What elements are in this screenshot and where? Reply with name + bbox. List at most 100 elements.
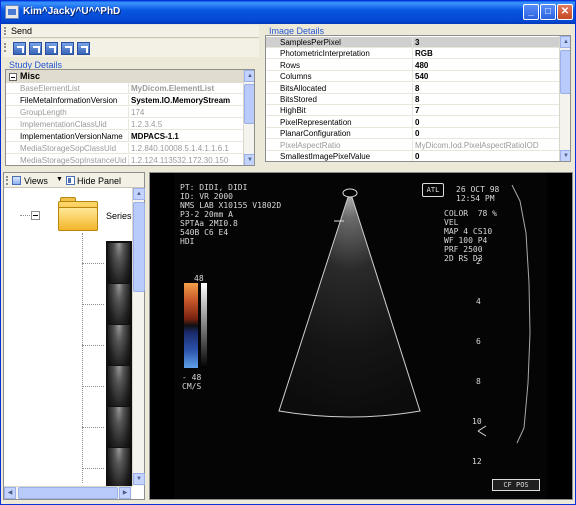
study-property-row[interactable]: MediaStorageSopClassUid 1.2.840.10008.5.1…	[6, 143, 243, 154]
property-name: SmallestImagePixelValue	[280, 152, 371, 161]
property-value[interactable]: 174	[128, 107, 243, 118]
depth-mark: 2	[476, 257, 481, 266]
folder-icon[interactable]	[58, 197, 98, 231]
property-value[interactable]: 0	[412, 116, 559, 128]
image-property-row[interactable]: Columns 540	[266, 71, 559, 83]
study-property-row[interactable]: ImplementationClassUid 1.2.3.4.5	[6, 119, 243, 130]
toolbar-grip[interactable]	[6, 176, 8, 185]
property-name: HighBit	[280, 106, 306, 116]
image-property-row[interactable]: Rows 480	[266, 59, 559, 71]
property-value[interactable]: 0	[412, 151, 559, 161]
tool-button-1-icon[interactable]	[13, 42, 26, 55]
property-name: BitsStored	[280, 95, 317, 104]
tree-line	[20, 215, 30, 216]
tree-collapse-icon[interactable]	[31, 211, 40, 220]
property-value[interactable]: MDPACS-1.1	[128, 131, 243, 142]
study-property-row[interactable]: ImplementationVersionName MDPACS-1.1	[6, 131, 243, 142]
tree-horizontal-scrollbar[interactable]: ◀ ▶	[4, 486, 132, 499]
image-property-row[interactable]: SamplesPerPixel 3	[266, 37, 559, 48]
ultrasound-image[interactable]: PT: DIDI, DIDI ID: VR 2000 NMS LAB X1015…	[174, 173, 547, 499]
property-value[interactable]: 1.2.840.10008.5.1.4.1.1.6.1	[128, 143, 243, 154]
patient-info-overlay: PT: DIDI, DIDI ID: VR 2000 NMS LAB X1015…	[180, 183, 282, 246]
scroll-thumb[interactable]	[244, 84, 254, 124]
property-value[interactable]: 480	[412, 59, 559, 71]
minimize-button[interactable]: _	[523, 4, 539, 20]
property-value[interactable]: MyDicom.ElementList	[128, 83, 243, 94]
property-name: PlanarConfiguration	[280, 129, 351, 139]
image-property-row[interactable]: PlanarConfiguration 0	[266, 128, 559, 140]
tool-button-3-icon[interactable]	[45, 42, 58, 55]
series-thumbnail[interactable]	[108, 407, 130, 447]
image-property-row[interactable]: HighBit 7	[266, 105, 559, 117]
tree-vertical-scrollbar[interactable]: ▲ ▼	[132, 188, 145, 486]
tool-button-2-icon[interactable]	[29, 42, 42, 55]
scroll-up-icon[interactable]: ▲	[560, 36, 570, 48]
series-thumbnail[interactable]	[108, 243, 130, 283]
property-name: BitsAllocated	[280, 83, 327, 93]
image-property-row[interactable]: BitsAllocated 8	[266, 82, 559, 94]
property-value[interactable]: 3	[412, 37, 559, 48]
scroll-down-icon[interactable]: ▼	[244, 154, 254, 165]
views-button[interactable]: Views	[24, 176, 48, 186]
study-property-row[interactable]: GroupLength 174	[6, 107, 243, 118]
scroll-left-icon[interactable]: ◀	[4, 487, 16, 499]
tool-button-5-icon[interactable]	[77, 42, 90, 55]
hide-panel-button[interactable]: Hide Panel	[77, 176, 122, 186]
property-value[interactable]: 7	[412, 105, 559, 117]
scroll-down-icon[interactable]: ▼	[133, 473, 145, 485]
study-property-row[interactable]: BaseElementList MyDicom.ElementList	[6, 83, 243, 94]
tool-button-4-icon[interactable]	[61, 42, 74, 55]
scroll-thumb[interactable]	[18, 487, 118, 499]
image-property-row[interactable]: PixelRepresentation 0	[266, 116, 559, 128]
property-value[interactable]: 540	[412, 71, 559, 83]
close-icon: ✕	[560, 6, 570, 17]
views-dropdown-icon[interactable]: ▼	[56, 176, 63, 183]
toolbar-grip[interactable]	[4, 43, 6, 52]
study-details-grid[interactable]: Misc BaseElementList MyDicom.ElementList F…	[5, 69, 255, 166]
property-value[interactable]: RGB	[412, 48, 559, 60]
study-property-row[interactable]: MediaStorageSopInstanceUid 1.2.124.113532…	[6, 155, 243, 165]
collapse-icon[interactable]	[9, 73, 17, 81]
atl-logo: ATL	[422, 183, 444, 197]
scroll-up-icon[interactable]: ▲	[244, 70, 254, 82]
property-value[interactable]: 0	[412, 128, 559, 140]
misc-category[interactable]: Misc	[6, 70, 243, 83]
close-button[interactable]: ✕	[557, 4, 573, 20]
scroll-down-icon[interactable]: ▼	[560, 150, 570, 161]
property-value[interactable]: 8	[412, 94, 559, 105]
property-name: PixelAspectRatio	[280, 140, 341, 150]
maximize-button[interactable]: □	[540, 4, 556, 20]
send-button[interactable]: Send	[11, 26, 33, 36]
property-value[interactable]: MyDicom.Iod.PixelAspectRatioIOD	[412, 139, 559, 151]
scroll-thumb[interactable]	[560, 50, 570, 94]
grayscale-bar	[201, 283, 207, 368]
thumbnail-strip[interactable]	[106, 241, 132, 486]
series-thumbnail[interactable]	[108, 366, 130, 406]
title-bar[interactable]: Kim^Jacky^U^^PhD _ □ ✕	[1, 1, 575, 24]
image-viewer[interactable]: PT: DIDI, DIDI ID: VR 2000 NMS LAB X1015…	[149, 172, 573, 500]
date-time-overlay: 26 OCT 98 12:54 PM	[456, 185, 500, 203]
series-thumbnail[interactable]	[108, 284, 130, 324]
scroll-up-icon[interactable]: ▲	[133, 188, 145, 200]
series-node-label[interactable]: Series	[106, 211, 132, 221]
image-property-row[interactable]: SmallestImagePixelValue 0	[266, 151, 559, 161]
property-value[interactable]: System.IO.MemoryStream	[128, 95, 243, 106]
views-icon[interactable]	[12, 176, 21, 185]
property-value[interactable]: 8	[412, 82, 559, 94]
series-thumbnail[interactable]	[108, 448, 130, 486]
image-details-scrollbar[interactable]: ▲ ▼	[559, 36, 570, 161]
hide-panel-icon[interactable]	[66, 176, 75, 185]
image-property-row[interactable]: BitsStored 8	[266, 94, 559, 105]
study-details-scrollbar[interactable]: ▲ ▼	[243, 70, 254, 165]
tree-line	[82, 263, 104, 264]
property-value[interactable]: 1.2.124.113532.172.30.150	[128, 155, 243, 165]
image-details-grid[interactable]: SamplesPerPixel 3 PhotometricInterpretatio…	[265, 35, 571, 162]
toolstrip-grip[interactable]	[4, 27, 6, 35]
image-property-row[interactable]: PhotometricInterpretation RGB	[266, 48, 559, 60]
scroll-right-icon[interactable]: ▶	[119, 487, 131, 499]
image-property-row[interactable]: PixelAspectRatio MyDicom.Iod.PixelAspectR…	[266, 139, 559, 151]
scroll-thumb[interactable]	[133, 202, 145, 292]
study-property-row[interactable]: FileMetaInformationVersion System.IO.Memo…	[6, 95, 243, 106]
property-value[interactable]: 1.2.3.4.5	[128, 119, 243, 130]
series-thumbnail[interactable]	[108, 325, 130, 365]
